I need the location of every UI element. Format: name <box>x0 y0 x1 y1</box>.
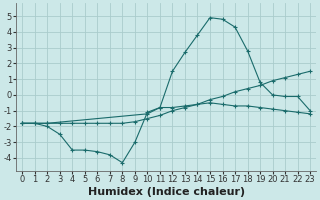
X-axis label: Humidex (Indice chaleur): Humidex (Indice chaleur) <box>88 187 245 197</box>
